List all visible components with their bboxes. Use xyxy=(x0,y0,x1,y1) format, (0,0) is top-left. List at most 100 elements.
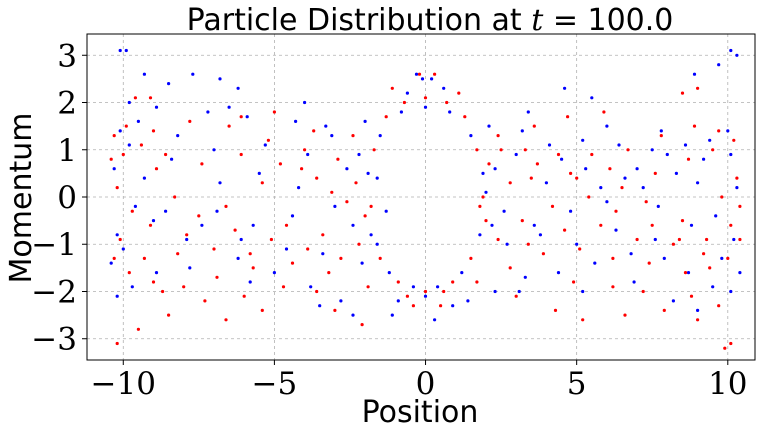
data-point xyxy=(218,77,222,81)
data-point xyxy=(272,271,276,275)
data-point xyxy=(266,138,270,142)
data-point xyxy=(581,318,585,322)
grid xyxy=(87,34,755,360)
data-point xyxy=(442,86,446,90)
data-point xyxy=(517,289,521,294)
data-point xyxy=(705,237,709,242)
data-point xyxy=(121,152,125,157)
data-point xyxy=(251,223,255,227)
data-point xyxy=(363,119,367,123)
data-point xyxy=(312,129,316,133)
data-point xyxy=(575,242,579,246)
data-point xyxy=(581,289,585,294)
data-point xyxy=(659,134,663,138)
data-point xyxy=(735,186,739,190)
data-point xyxy=(671,242,676,246)
data-point xyxy=(611,256,615,260)
data-point xyxy=(475,148,479,152)
data-point xyxy=(605,124,609,128)
data-point xyxy=(164,152,168,157)
data-point xyxy=(738,204,742,208)
data-point xyxy=(493,289,497,294)
data-point xyxy=(306,247,310,251)
data-point xyxy=(263,143,267,147)
data-point xyxy=(257,171,261,175)
data-point xyxy=(297,186,301,190)
data-point xyxy=(324,124,328,128)
data-point xyxy=(671,299,676,303)
data-point xyxy=(584,167,588,171)
data-point xyxy=(369,204,373,208)
data-point xyxy=(484,190,488,194)
data-point xyxy=(529,176,533,180)
data-point xyxy=(614,209,618,213)
data-point xyxy=(614,228,618,232)
data-point xyxy=(569,171,573,175)
data-point xyxy=(665,152,669,157)
data-point xyxy=(560,157,564,161)
data-point xyxy=(148,96,153,100)
data-point xyxy=(590,96,594,100)
x-axis-label: Position xyxy=(362,395,479,430)
data-point xyxy=(206,110,210,114)
data-point xyxy=(272,110,276,114)
chart-title: Particle Distribution at t = 100.0 xyxy=(187,3,674,38)
data-point xyxy=(635,237,639,242)
data-point xyxy=(227,124,231,128)
data-point xyxy=(732,237,736,242)
data-point xyxy=(532,223,536,227)
data-point xyxy=(127,100,131,105)
y-tick-label: −3 xyxy=(31,322,77,358)
y-axis-label: Momentum xyxy=(4,113,39,284)
data-point xyxy=(717,63,721,67)
data-point xyxy=(526,110,530,114)
data-point xyxy=(686,157,691,161)
data-point xyxy=(309,285,313,289)
data-point xyxy=(115,341,119,346)
data-point xyxy=(696,181,700,185)
data-point xyxy=(118,237,122,242)
data-point xyxy=(245,115,249,119)
data-point xyxy=(520,219,524,223)
data-point xyxy=(442,289,446,294)
data-point xyxy=(327,271,331,275)
data-point xyxy=(581,138,585,142)
data-point xyxy=(212,247,216,251)
data-point xyxy=(702,252,706,256)
data-point xyxy=(683,143,688,147)
data-point xyxy=(390,313,394,317)
data-point xyxy=(430,77,434,81)
data-point xyxy=(526,242,530,246)
data-point xyxy=(154,167,159,171)
data-point xyxy=(200,223,204,227)
data-point xyxy=(414,72,419,76)
data-point xyxy=(647,261,651,265)
data-point xyxy=(112,134,116,138)
data-point xyxy=(127,271,131,275)
data-point xyxy=(726,129,730,133)
data-point xyxy=(278,162,282,166)
data-point xyxy=(133,204,137,208)
series-1 xyxy=(109,72,742,350)
data-point xyxy=(351,134,355,138)
data-point xyxy=(650,148,654,152)
data-point xyxy=(692,124,697,128)
data-point xyxy=(372,148,376,152)
data-point xyxy=(653,237,657,242)
data-point xyxy=(677,237,682,242)
data-point xyxy=(590,152,594,157)
data-point xyxy=(224,318,228,322)
data-point xyxy=(357,152,361,157)
plot-frame xyxy=(86,33,756,361)
data-point xyxy=(717,304,721,308)
data-point xyxy=(632,280,636,284)
data-point xyxy=(112,256,116,260)
y-tick-label: −1 xyxy=(31,227,77,263)
data-point xyxy=(112,167,116,171)
data-point xyxy=(717,129,721,133)
data-point xyxy=(260,308,264,312)
data-point xyxy=(714,214,718,218)
data-point xyxy=(345,167,349,171)
data-point xyxy=(508,181,512,185)
